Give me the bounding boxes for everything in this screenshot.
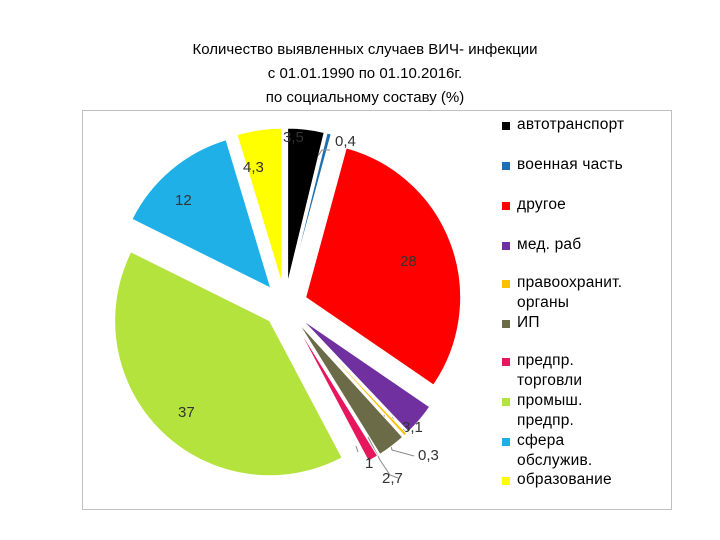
legend-label: образование: [517, 471, 612, 488]
pie-slice: [301, 318, 431, 433]
pie-slice: [131, 139, 272, 290]
legend-label: сфера обслужив.: [517, 432, 593, 469]
legend-label: автотранспорт: [517, 116, 625, 133]
pie-slice: [236, 127, 283, 284]
legend-item: автотранспорт: [502, 115, 624, 135]
title-line-2: с 01.01.1990 по 01.10.2016г.: [267, 65, 463, 82]
data-label: 4,3: [243, 159, 264, 176]
pie-slice: [289, 132, 332, 284]
legend-label: мед. раб: [517, 236, 582, 253]
leader-line: [367, 436, 399, 479]
legend-swatch: [502, 122, 510, 130]
data-label: 1: [365, 455, 373, 472]
legend-swatch: [502, 358, 510, 366]
pie-slice: [114, 251, 343, 477]
legend-label: ИП: [517, 314, 540, 331]
data-label: 2,7: [382, 470, 403, 487]
legend-swatch: [502, 280, 510, 288]
legend-swatch: [502, 438, 510, 446]
pie-slice: [287, 127, 325, 284]
legend-item: сфера обслужив.: [502, 431, 592, 471]
legend-item: мед. раб: [502, 235, 581, 255]
legend-label: военная часть: [517, 156, 623, 173]
legend-swatch: [502, 242, 510, 250]
legend-swatch: [502, 477, 510, 485]
legend-item: ИП: [502, 313, 540, 333]
data-label: 37: [178, 404, 195, 421]
title-line-1: Количество выявленных случаев ВИЧ- инфек…: [192, 41, 538, 58]
legend-item: образование: [502, 470, 612, 490]
pie-slice: [297, 322, 404, 455]
legend-label: предпр. торговли: [517, 352, 583, 389]
data-label: 12: [175, 192, 192, 209]
legend-item: промыш. предпр.: [502, 391, 583, 431]
data-label: 3,5: [283, 129, 304, 146]
legend-swatch: [502, 202, 510, 210]
legend-swatch: [502, 398, 510, 406]
legend-swatch: [502, 162, 510, 170]
leader-line: [355, 445, 359, 453]
title-line-3: по социальному составу (%): [265, 89, 465, 106]
legend-swatch: [502, 320, 510, 328]
legend-label: промыш. предпр.: [517, 392, 583, 429]
legend-item: предпр. торговли: [502, 351, 582, 391]
pie-slice: [299, 320, 408, 437]
legend-label: другое: [517, 196, 566, 213]
data-label: 0,3: [418, 447, 439, 464]
pie-slice: [295, 323, 379, 462]
legend-item: другое: [502, 195, 566, 215]
data-label: 0,4: [335, 133, 356, 150]
legend-label: правоохранит. органы: [517, 274, 623, 311]
legend-item: военная часть: [502, 155, 623, 175]
pie-slice: [305, 147, 462, 386]
chart-title: Количество выявленных случаев ВИЧ- инфек…: [100, 38, 630, 110]
leader-line: [317, 149, 330, 157]
legend-item: правоохранит. органы: [502, 273, 622, 313]
data-label: 3,1: [402, 419, 423, 436]
data-label: 28: [400, 253, 417, 270]
